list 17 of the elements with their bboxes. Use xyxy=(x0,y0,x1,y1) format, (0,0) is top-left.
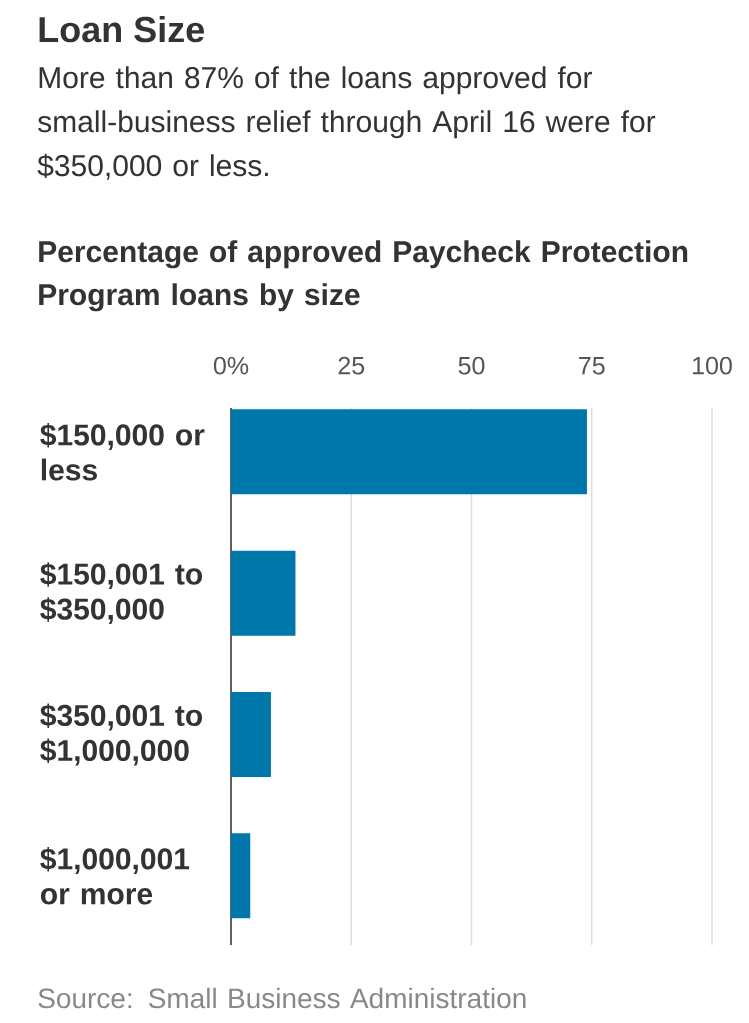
y-tick-label: $150,001 to $350,000 xyxy=(40,562,203,625)
source-note: Source: Small Business Administration xyxy=(38,987,526,1009)
y-tick-label: $1,000,001 or more xyxy=(40,846,190,905)
bar xyxy=(231,409,587,495)
y-tick-label: $350,001 to $1,000,000 xyxy=(40,703,203,766)
x-tick-label: 100 xyxy=(693,356,732,375)
x-tick-label: 25 xyxy=(338,356,365,375)
bar xyxy=(231,550,296,636)
bar xyxy=(231,833,251,919)
chart-subtitle: More than 87% of the loans approved for small-business relief through April 16 were for $350,000 or less. xyxy=(37,66,656,180)
x-tick-label: 0% xyxy=(213,356,249,375)
x-tick-label: 75 xyxy=(579,357,605,375)
chart-title: Loan Size xyxy=(39,15,204,43)
bar xyxy=(231,691,271,777)
x-tick-label: 50 xyxy=(458,356,485,375)
text: Percentage of approved Paycheck Protection Program loans by size xyxy=(39,240,688,312)
y-tick-label: $150,000 or less xyxy=(40,423,205,481)
